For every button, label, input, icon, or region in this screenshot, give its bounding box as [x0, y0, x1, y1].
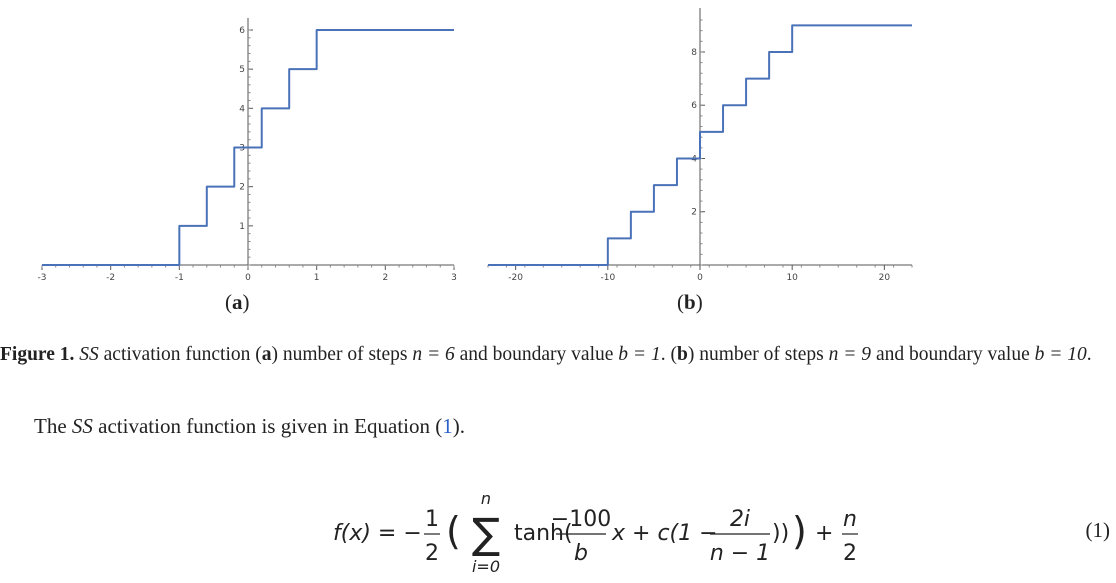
x-tick-label: 10: [786, 273, 798, 283]
y-tick-label: 1: [239, 222, 245, 232]
x-tick-label: 2: [382, 273, 388, 283]
equation-1: f(x) = − 1 2 ( n ∑ i=0 tanh( −100 b x + …: [333, 489, 858, 576]
series-line: [488, 24, 912, 266]
eq-sum-bottom: i=0: [472, 557, 500, 576]
eq-frac2-den: n − 1: [710, 541, 770, 566]
eq-sum-top: n: [481, 489, 491, 508]
x-tick-label: -1: [175, 273, 184, 283]
eq-sum-sign: ∑: [472, 509, 500, 558]
y-tick-label: 8: [691, 48, 697, 58]
eq-body-c: )): [772, 521, 789, 546]
x-tick-label: -20: [508, 273, 523, 283]
eq-lhs: f(x) = −: [333, 521, 422, 546]
figure-caption: Figure 1. SS activation function (a) num…: [0, 344, 1092, 365]
x-tick-label: -10: [600, 273, 615, 283]
equation-number: (1): [1085, 518, 1111, 542]
x-tick-label: 3: [451, 273, 457, 283]
eq-frac3-num: n: [843, 507, 857, 532]
y-tick-label: 5: [239, 65, 245, 75]
panel-label-a: (a): [225, 290, 250, 314]
x-tick-label: 0: [245, 273, 251, 283]
eq-big-paren-open: (: [446, 509, 461, 553]
eq-frac1-num: −100: [551, 507, 611, 532]
eq-body-b: x + c(1 −: [611, 521, 718, 546]
x-tick-label: 1: [314, 273, 320, 283]
eq-plus: +: [815, 521, 833, 546]
y-tick-label: 2: [691, 208, 697, 218]
eq-frac2-num: 2i: [730, 507, 750, 532]
eq-half-den: 2: [425, 541, 439, 566]
eq-frac1-den: b: [574, 541, 588, 566]
panel-label-b: (b): [677, 290, 703, 314]
y-tick-label: 6: [691, 101, 697, 111]
series-line: [42, 29, 454, 266]
x-tick-label: 0: [697, 273, 703, 283]
equation-reference-link[interactable]: 1: [442, 414, 453, 438]
y-tick-label: 6: [239, 26, 245, 36]
eq-half-num: 1: [425, 507, 439, 532]
y-tick-label: 4: [239, 104, 245, 114]
y-tick-label: 2: [239, 183, 245, 193]
x-tick-label: 20: [879, 273, 891, 283]
caption-prefix: Figure 1.: [0, 344, 75, 365]
x-tick-label: -2: [106, 273, 115, 283]
x-tick-label: -3: [38, 273, 47, 283]
eq-frac3-den: 2: [843, 541, 857, 566]
body-paragraph: The SS activation function is given in E…: [34, 414, 465, 438]
eq-big-paren-close: ): [792, 509, 807, 553]
